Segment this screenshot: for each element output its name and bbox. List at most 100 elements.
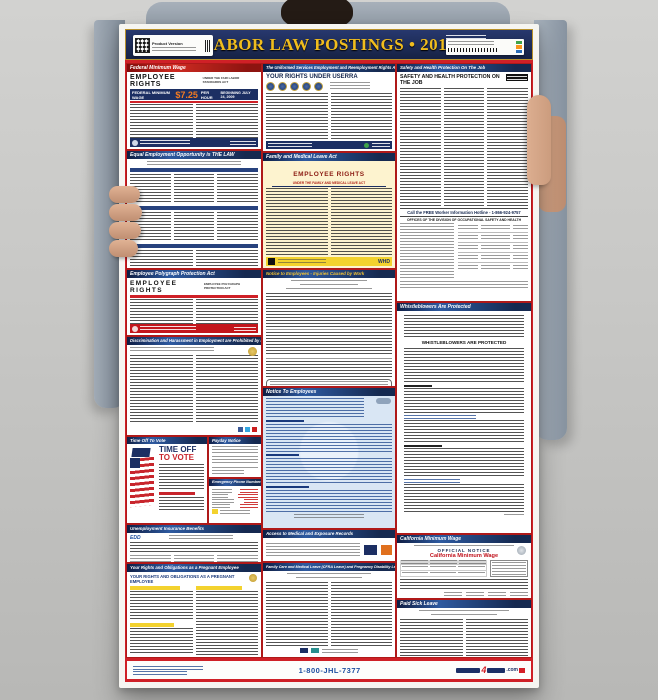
poster-title: LABOR LAW POSTINGS • 2018: [201, 35, 457, 54]
body-text: [266, 293, 392, 327]
twitter-icon: [245, 427, 250, 432]
section-payday-notice: Payday Notice: [209, 437, 261, 477]
red-rule: [130, 101, 258, 103]
offices-table: [400, 223, 529, 279]
ballot-box: [131, 448, 151, 457]
gold-seal-icon: [248, 347, 257, 356]
eeo-subheader-bar: [130, 206, 258, 210]
brand-logo: 4 .com: [456, 665, 525, 675]
person-right-thumb: [527, 95, 551, 185]
section-header: Notice to Employees - Injuries Caused by…: [263, 270, 395, 278]
vote-title-2: TO VOTE: [159, 453, 194, 462]
poster-footer: 1-800-JHL-7377 4 .com: [127, 661, 531, 679]
agency-logo-icon: [364, 142, 369, 148]
emergency-row: [212, 489, 258, 493]
office-row: [457, 233, 529, 243]
gold-seal-icon: [249, 574, 257, 582]
product-version-detail: [152, 46, 196, 51]
fmla-title: EMPLOYEE RIGHTS: [293, 171, 365, 178]
section-header: Discrimination and Harassment in Employm…: [127, 337, 261, 345]
body-text: [400, 619, 528, 657]
table-row: [400, 571, 487, 577]
section-header: Unemployment Insurance Benefits: [127, 525, 261, 533]
edd-logo-icon: [376, 398, 391, 404]
body-text: [266, 542, 360, 557]
body-text: [130, 174, 259, 204]
youtube-icon: [252, 427, 257, 432]
wage-bar: FEDERAL MINIMUM WAGE $7.25 PER HOUR BEGI…: [130, 89, 258, 100]
yellow-subheader: [195, 586, 243, 590]
inventory-label: [446, 34, 524, 57]
section-eeo: Equal Employment Opportunity is THE LAW: [127, 151, 261, 268]
body-text: [159, 464, 204, 490]
state-seal-icon: [517, 546, 526, 555]
table-row: [400, 564, 487, 571]
finger: [109, 204, 142, 221]
section-header: Time Off To Vote: [127, 437, 207, 444]
section-header: California Minimum Wage: [397, 535, 531, 543]
barcode-icon: [448, 48, 498, 52]
labor-law-poster: LABOR LAW POSTINGS • 2018 Product Versio…: [119, 24, 539, 688]
side-note-box: [489, 560, 528, 577]
section-notice-to-employees: Notice To Employees: [263, 388, 395, 528]
agency-logo-icon: [300, 648, 308, 653]
section-ca-minimum-wage: California Minimum Wage OFFICIAL NOTICE …: [397, 535, 531, 598]
whistleblower-title: WHISTLEBLOWERS ARE PROTECTED: [421, 340, 507, 345]
section-paid-sick-leave: Paid Sick Leave: [397, 600, 531, 657]
eeo-subheader-bar: [130, 168, 258, 172]
office-row: [457, 243, 529, 253]
body-text: [404, 315, 524, 337]
person-left-hand: [109, 186, 142, 258]
blue-chip: [516, 49, 522, 53]
section-unemployment: Unemployment Insurance Benefits EDD: [127, 525, 261, 562]
whd-logo: WHD: [378, 258, 390, 265]
body-text: [266, 93, 392, 141]
wage-table: [400, 560, 528, 577]
section-header: The Uniformed Services Employment and Re…: [263, 64, 395, 72]
polygraph-footer: [130, 324, 258, 333]
mini-heading: [266, 420, 304, 422]
mini-heading: [404, 385, 433, 387]
dol-seal-icon: [132, 325, 138, 332]
section-whistleblowers: Whistleblowers Are Protected WHISTLEBLOW…: [397, 303, 531, 533]
form-line: [266, 358, 392, 359]
footer-note: [133, 665, 203, 670]
section-header: Access to Medical and Exposure Records: [263, 530, 395, 538]
section-userra: The Uniformed Services Employment and Re…: [263, 64, 395, 151]
dol-footer: [130, 138, 258, 147]
eeo-subheader-bar: [130, 244, 258, 248]
userra-footer: [266, 141, 392, 149]
section-polygraph: Employee Polygraph Protection Act EMPLOY…: [127, 270, 261, 335]
body-text: [130, 586, 258, 656]
brand-logo-numeral: 4: [481, 665, 487, 675]
section-emergency-phone-numbers: Emergency Phone Numbers: [209, 479, 261, 523]
agency-logo-icon: [311, 648, 319, 653]
section-fmla: Family and Medical Leave Act EMPLOYEE RI…: [263, 153, 395, 268]
section-header: Employee Polygraph Protection Act: [127, 270, 261, 278]
facebook-icon: [238, 427, 243, 432]
section-time-off-to-vote: Time Off To Vote TIME OFF TO VOTE: [127, 437, 207, 523]
section-header: Paid Sick Leave: [397, 600, 531, 608]
section-medical-records: Access to Medical and Exposure Records: [263, 530, 395, 561]
ca-min-wage-title: California Minimum Wage: [429, 553, 499, 559]
brand-logo-suffix: .com: [506, 667, 518, 673]
office-row: [457, 253, 529, 263]
rate-mini-table: [400, 592, 528, 598]
section-header: Safety and Health Protection On The Job: [397, 64, 531, 72]
emergency-row: [212, 504, 258, 508]
body-text: [130, 542, 258, 554]
wage-effective: BEGINNING JULY 24, 2009: [220, 90, 251, 99]
body-text: [266, 188, 392, 264]
polygraph-title: EMPLOYEE RIGHTS: [130, 280, 178, 294]
wage-unit: PER HOUR: [200, 89, 213, 100]
body-text: [130, 104, 258, 142]
official-notice: OFFICIAL NOTICE: [437, 548, 491, 553]
flag-canton: [130, 458, 140, 468]
mini-heading: [266, 486, 309, 488]
finger: [109, 222, 141, 239]
finger: [109, 240, 138, 257]
wage-amount: $7.25: [175, 89, 198, 100]
section-header: Family Care and Medical Leave (CFRA Leav…: [263, 563, 395, 571]
office-row: [457, 263, 529, 272]
